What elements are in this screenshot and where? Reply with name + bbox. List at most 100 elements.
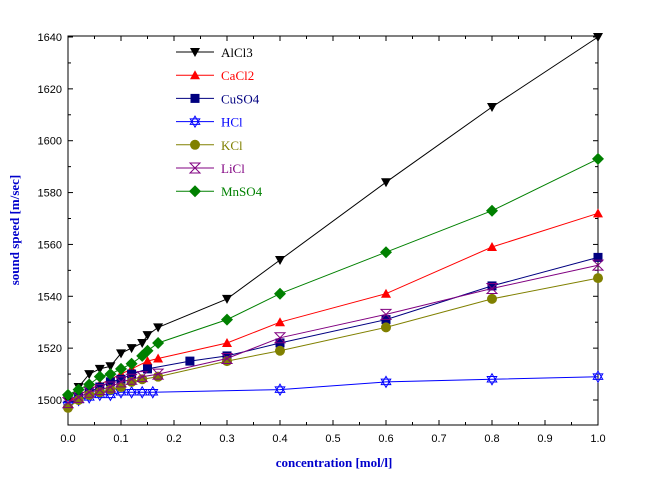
- data-point-alcl3: [94, 364, 105, 374]
- data-point-alcl3: [593, 33, 603, 42]
- data-point-mnso4: [115, 362, 127, 375]
- legend-marker-alcl3: [190, 48, 200, 57]
- data-point-hcl: [486, 372, 498, 386]
- data-point-kcl: [381, 322, 391, 333]
- legend-label-cacl2: CaCl2: [221, 68, 254, 83]
- legend-item-hcl: HCl: [176, 115, 243, 130]
- data-point-mnso4: [486, 204, 498, 217]
- y-tick-label: 1620: [38, 84, 62, 96]
- data-point-cacl2: [593, 208, 603, 218]
- legend-marker-cacl2: [190, 70, 200, 80]
- series-line-kcl: [67, 277, 599, 409]
- x-tick-label: 0.0: [60, 433, 75, 445]
- data-point-mnso4: [221, 313, 233, 326]
- data-point-alcl3: [105, 362, 116, 372]
- data-point-hcl: [274, 383, 286, 397]
- x-axis: 0.0 0.1 0.2 0.3 0.4 0.5 0.6 0.7 0.8 0.9 1.0: [60, 36, 606, 445]
- legend: AlCl3 CaCl2 CuSO4 HCl KCl LiCl MnSO4: [176, 45, 263, 199]
- legend-item-mnso4: MnSO4: [176, 184, 263, 199]
- data-point-mnso4: [72, 383, 85, 396]
- data-point-alcl3: [84, 370, 95, 380]
- y-tick-label: 1540: [38, 291, 62, 303]
- data-point-alcl3: [487, 103, 497, 113]
- data-point-hcl: [380, 375, 392, 389]
- series-line-licl: [67, 264, 599, 404]
- legend-item-licl: LiCl: [176, 161, 245, 176]
- y-tick-label: 1580: [38, 188, 62, 200]
- data-point-mnso4: [83, 378, 96, 391]
- data-point-cacl2: [142, 356, 153, 366]
- data-point-mnso4: [274, 287, 286, 300]
- x-tick-label: 0.8: [484, 433, 499, 445]
- series-alcl3: [63, 33, 603, 405]
- data-point-cuso4: [487, 281, 497, 291]
- data-point-licl: [104, 381, 117, 393]
- data-point-licl: [220, 353, 234, 365]
- data-point-kcl: [487, 293, 497, 304]
- data-point-hcl: [592, 370, 604, 384]
- data-point-licl: [135, 371, 149, 383]
- data-point-cuso4: [95, 382, 105, 392]
- data-point-mnso4: [62, 388, 74, 401]
- data-point-licl: [591, 259, 605, 271]
- data-point-mnso4: [592, 152, 604, 165]
- data-point-alcl3: [153, 323, 164, 333]
- y-axis-title: sound speed [m/sec]: [7, 175, 22, 286]
- data-point-cuso4: [185, 356, 195, 366]
- data-point-alcl3: [222, 294, 232, 304]
- data-point-cacl2: [153, 353, 164, 363]
- data-point-mnso4: [104, 368, 117, 381]
- data-point-alcl3: [381, 178, 391, 188]
- y-axis: 1500 1520 1540 1560 1580 1600 1620 1640: [38, 32, 598, 407]
- data-point-cacl2: [487, 242, 497, 252]
- legend-item-cuso4: CuSO4: [176, 91, 260, 106]
- x-tick-label: 0.1: [113, 433, 128, 445]
- data-point-licl: [379, 308, 393, 320]
- data-point-kcl: [73, 395, 84, 405]
- data-point-licl: [273, 332, 287, 344]
- data-point-alcl3: [142, 331, 153, 341]
- data-point-kcl: [275, 345, 285, 356]
- data-point-cacl2: [275, 317, 285, 327]
- legend-item-alcl3: AlCl3: [176, 45, 253, 60]
- legend-label-mnso4: MnSO4: [221, 184, 263, 199]
- series-line-hcl: [67, 376, 599, 406]
- data-point-hcl: [136, 385, 148, 399]
- data-point-cuso4: [143, 364, 152, 374]
- data-point-cuso4: [593, 252, 603, 262]
- legend-label-alcl3: AlCl3: [221, 45, 253, 60]
- x-tick-label: 0.4: [272, 433, 287, 445]
- legend-item-cacl2: CaCl2: [176, 68, 254, 83]
- data-point-alcl3: [137, 338, 148, 348]
- data-point-alcl3: [116, 349, 126, 359]
- data-point-mnso4: [93, 370, 106, 383]
- data-point-mnso4: [152, 336, 165, 349]
- x-tick-label: 0.6: [378, 433, 393, 445]
- data-point-mnso4: [125, 357, 138, 370]
- x-tick-label: 0.5: [325, 433, 340, 445]
- data-point-hcl: [147, 385, 159, 399]
- legend-marker-hcl: [189, 115, 201, 129]
- data-point-cacl2: [381, 288, 391, 298]
- data-point-mnso4: [380, 246, 392, 259]
- legend-marker-licl: [188, 162, 202, 174]
- y-tick-label: 1640: [38, 32, 62, 44]
- x-axis-title: concentration [mol/l]: [276, 455, 393, 470]
- data-point-hcl: [125, 385, 138, 399]
- data-point-mnso4: [141, 344, 154, 357]
- data-point-licl: [151, 368, 165, 380]
- legend-label-kcl: KCl: [221, 138, 243, 153]
- legend-label-hcl: HCl: [221, 115, 243, 130]
- series-mnso4: [62, 152, 604, 401]
- legend-marker-mnso4: [189, 185, 201, 198]
- x-tick-label: 0.3: [219, 433, 234, 445]
- x-tick-label: 0.2: [166, 433, 181, 445]
- data-point-kcl: [105, 384, 116, 395]
- data-point-alcl3: [126, 344, 137, 354]
- y-tick-label: 1520: [38, 343, 62, 355]
- data-point-cacl2: [222, 337, 232, 347]
- x-tick-label: 0.9: [537, 433, 552, 445]
- data-point-licl: [93, 384, 107, 396]
- series-line-cacl2: [67, 212, 599, 404]
